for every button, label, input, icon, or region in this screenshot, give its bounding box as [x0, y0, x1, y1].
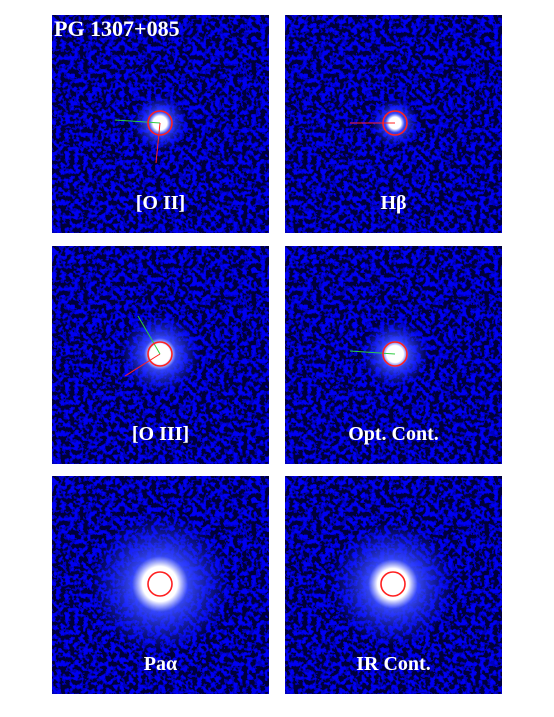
pointer-line: [124, 353, 161, 377]
panel-label: [O III]: [132, 423, 189, 445]
panel-label: [O II]: [136, 192, 185, 214]
panel: [O II]: [52, 15, 269, 233]
glow: [331, 522, 455, 646]
figure-title: PG 1307+085: [54, 16, 180, 41]
panel: IR Cont.: [285, 476, 502, 694]
panel: Hβ: [285, 15, 502, 233]
panel: Opt. Cont.: [285, 246, 502, 464]
aperture: [382, 341, 408, 367]
panel-label: Opt. Cont.: [348, 423, 439, 445]
panel-label: Paα: [144, 653, 177, 675]
aperture: [147, 571, 173, 597]
pointer-line: [349, 350, 396, 355]
aperture: [147, 110, 173, 136]
panel: Paα: [52, 476, 269, 694]
pointer-line: [114, 119, 161, 124]
pointer-line: [137, 315, 161, 355]
aperture: [380, 571, 406, 597]
panel-label: IR Cont.: [356, 653, 430, 675]
aperture: [382, 110, 408, 136]
panel-label: Hβ: [380, 192, 406, 214]
panel: [O III]: [52, 246, 269, 464]
glow: [90, 514, 230, 654]
aperture: [147, 341, 173, 367]
pointer-line: [155, 122, 161, 164]
